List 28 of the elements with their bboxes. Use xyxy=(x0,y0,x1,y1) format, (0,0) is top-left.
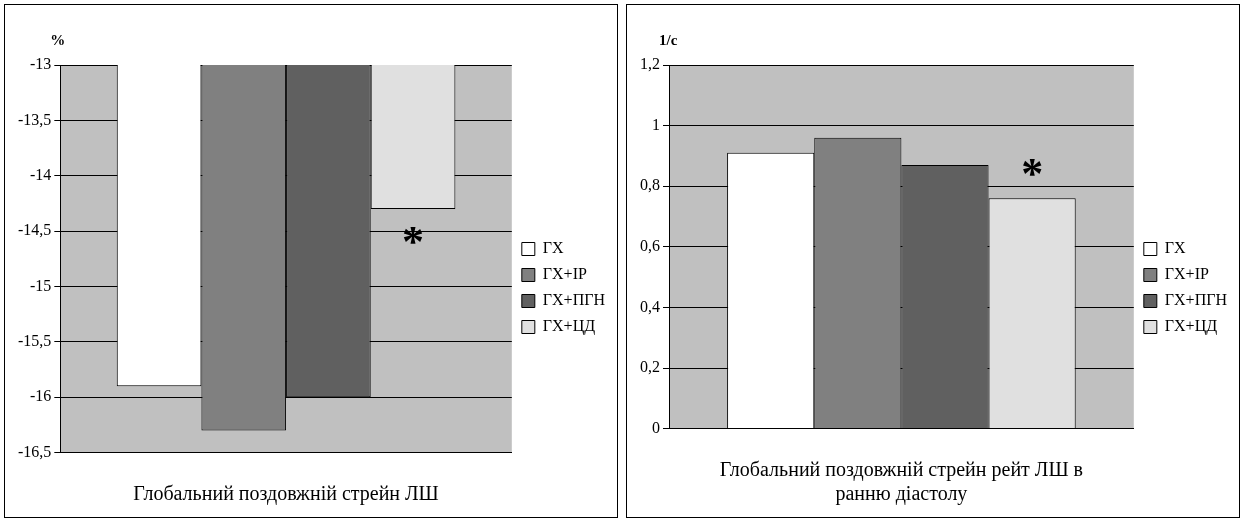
legend-label: ГХ xyxy=(542,239,565,257)
y-axis-title: 1/с xyxy=(659,32,678,49)
legend-label: ГХ+ПГН xyxy=(1164,291,1228,309)
y-tick-label: -16 xyxy=(30,387,52,405)
y-tick-label: -15 xyxy=(30,276,52,294)
y-tick-label: 0 xyxy=(652,418,660,436)
y-tick-label: -15,5 xyxy=(18,332,52,350)
y-tick-label: 0,2 xyxy=(640,358,660,376)
legend-label: ГХ+ЦД xyxy=(1164,317,1218,336)
y-tick-label: 0,6 xyxy=(640,237,660,254)
y-tick-label: -13,5 xyxy=(18,110,52,128)
y-tick-label: 1,2 xyxy=(640,55,660,73)
y-tick-label: -13 xyxy=(30,55,52,73)
x-axis-title: Глобальний поздовжній стрейн рейт ЛШ в ранню діастолу xyxy=(719,458,1084,506)
legend-label: ГХ+ІР xyxy=(1164,265,1209,283)
y-tick-label: -14 xyxy=(30,165,52,183)
legend-label: ГХ xyxy=(1164,239,1187,257)
y-tick-label: 0,4 xyxy=(640,297,660,315)
annotation: * xyxy=(1021,148,1044,198)
y-tick-label: -14,5 xyxy=(18,221,52,239)
y-tick-label: -16,5 xyxy=(18,442,52,460)
legend-label: ГХ+ЦД xyxy=(542,317,596,336)
y-axis-title: % xyxy=(50,32,66,49)
x-axis-title: Глобальний поздовжній стрейн ЛШ xyxy=(133,482,439,506)
legend-label: ГХ+ІР xyxy=(542,265,587,283)
legend-label: ГХ+ПГН xyxy=(542,291,606,309)
y-tick-label: 1 xyxy=(652,115,660,133)
y-tick-label: 0,8 xyxy=(640,176,660,194)
